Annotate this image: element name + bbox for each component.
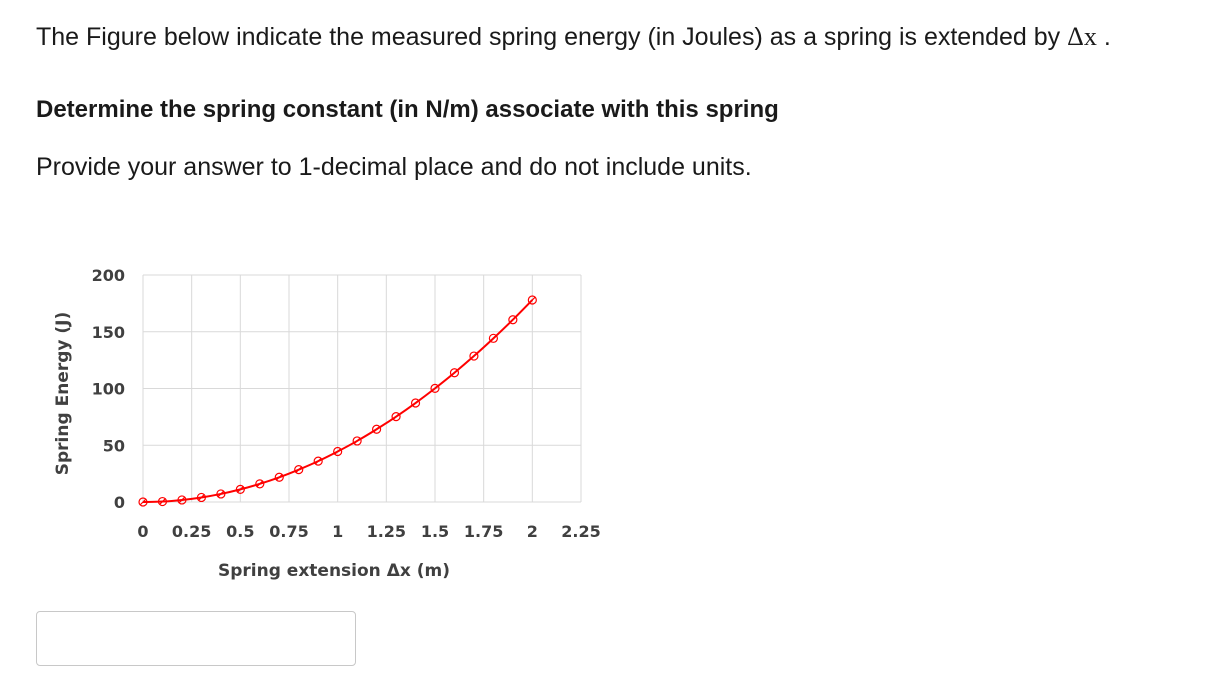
data-point bbox=[352, 436, 362, 446]
x-tick-label: 2 bbox=[527, 522, 538, 541]
data-point-marker bbox=[488, 333, 498, 343]
data-point-marker bbox=[449, 368, 460, 378]
data-point-slash bbox=[489, 334, 497, 342]
data-point-marker bbox=[352, 436, 362, 446]
x-tick-label: 0 bbox=[137, 522, 148, 541]
data-point bbox=[508, 315, 518, 325]
x-tick-label: 1.5 bbox=[421, 522, 449, 541]
data-point-marker bbox=[333, 446, 343, 457]
data-point-marker bbox=[469, 351, 479, 361]
data-point-marker bbox=[274, 472, 284, 482]
question-intro: The Figure below indicate the measured s… bbox=[36, 22, 1111, 52]
data-point-slash bbox=[373, 425, 381, 433]
data-point-marker bbox=[313, 456, 323, 466]
data-point-slash bbox=[314, 457, 322, 465]
data-point-marker bbox=[216, 489, 226, 499]
data-point bbox=[138, 497, 148, 507]
y-tick-label: 150 bbox=[92, 323, 125, 342]
data-point-slash bbox=[197, 494, 205, 501]
spring-energy-chart: 0 50 100 150 200 0 0.25 0.5 0.75 1 1.25 1.5 1.75 2 2.… bbox=[53, 266, 601, 581]
data-point-slash bbox=[178, 496, 186, 504]
data-point bbox=[488, 333, 498, 343]
data-point-slash bbox=[353, 437, 361, 445]
data-point-marker bbox=[372, 424, 382, 434]
question-intro-text: The Figure below indicate the measured s… bbox=[36, 23, 1061, 51]
x-tick-label: 1 bbox=[332, 522, 343, 541]
data-point-marker bbox=[430, 383, 440, 393]
answer-input[interactable] bbox=[36, 611, 356, 666]
data-point-marker bbox=[391, 412, 401, 422]
data-point-slash bbox=[412, 399, 419, 407]
data-point-slash bbox=[334, 448, 342, 455]
chart-gridlines bbox=[142, 274, 582, 503]
y-tick-label: 200 bbox=[92, 266, 125, 285]
y-axis-label: Spring Energy (J) bbox=[53, 312, 73, 475]
data-point-marker bbox=[527, 295, 537, 305]
data-point bbox=[157, 496, 168, 507]
data-point-marker bbox=[294, 465, 304, 475]
data-point-slash bbox=[236, 485, 244, 493]
x-axis-ticks: 0 0.25 0.5 0.75 1 1.25 1.5 1.75 2 2.25 bbox=[137, 522, 600, 541]
x-axis-label: Spring extension Δx (m) bbox=[218, 561, 450, 581]
chart-series bbox=[138, 295, 537, 507]
data-point-marker bbox=[138, 497, 148, 507]
x-tick-label: 0.5 bbox=[226, 522, 254, 541]
y-tick-label: 100 bbox=[92, 380, 125, 399]
question-intro-end: . bbox=[1103, 23, 1111, 51]
question-instruction: Provide your answer to 1-decimal place a… bbox=[36, 153, 752, 181]
data-point-slash bbox=[470, 352, 478, 360]
data-point-marker bbox=[196, 492, 206, 503]
data-point bbox=[372, 424, 382, 434]
data-point bbox=[469, 351, 479, 361]
data-point-marker bbox=[235, 484, 245, 495]
data-point bbox=[527, 295, 537, 305]
data-point-marker bbox=[157, 496, 168, 507]
x-tick-label: 0.75 bbox=[269, 522, 308, 541]
data-point-marker bbox=[255, 479, 265, 489]
data-point-slash bbox=[275, 473, 283, 481]
data-point bbox=[196, 492, 206, 503]
y-tick-label: 50 bbox=[103, 436, 125, 455]
data-point-slash bbox=[431, 384, 439, 392]
data-point bbox=[274, 472, 284, 482]
data-point-slash bbox=[139, 498, 147, 506]
data-point-slash bbox=[295, 466, 303, 474]
data-point-slash bbox=[451, 369, 458, 377]
x-tick-label: 0.25 bbox=[172, 522, 211, 541]
data-point-slash bbox=[256, 480, 264, 488]
data-point bbox=[391, 412, 401, 422]
data-point bbox=[177, 495, 187, 505]
data-point-marker bbox=[177, 495, 187, 505]
delta-symbol: Δ bbox=[1067, 22, 1084, 51]
x-tick-label: 1.75 bbox=[464, 522, 503, 541]
y-axis-ticks: 0 50 100 150 200 bbox=[92, 266, 125, 512]
data-point bbox=[216, 489, 226, 499]
data-point-slash bbox=[509, 316, 517, 324]
data-point bbox=[430, 383, 440, 393]
y-tick-label: 0 bbox=[114, 493, 125, 512]
data-point bbox=[313, 456, 323, 466]
x-tick-label: 2.25 bbox=[561, 522, 600, 541]
data-point-slash bbox=[528, 296, 536, 304]
data-point bbox=[333, 446, 343, 457]
data-point-slash bbox=[392, 413, 400, 421]
delta-variable: x bbox=[1083, 22, 1097, 51]
data-point bbox=[410, 398, 421, 408]
data-point bbox=[449, 368, 460, 378]
data-point-slash bbox=[159, 498, 166, 505]
question-task: Determine the spring constant (in N/m) a… bbox=[36, 96, 779, 123]
data-point-marker bbox=[508, 315, 518, 325]
data-point-marker bbox=[410, 398, 421, 408]
x-tick-label: 1.25 bbox=[367, 522, 406, 541]
data-point-slash bbox=[217, 490, 225, 498]
data-point bbox=[255, 479, 265, 489]
data-point bbox=[294, 465, 304, 475]
data-point bbox=[235, 484, 245, 495]
